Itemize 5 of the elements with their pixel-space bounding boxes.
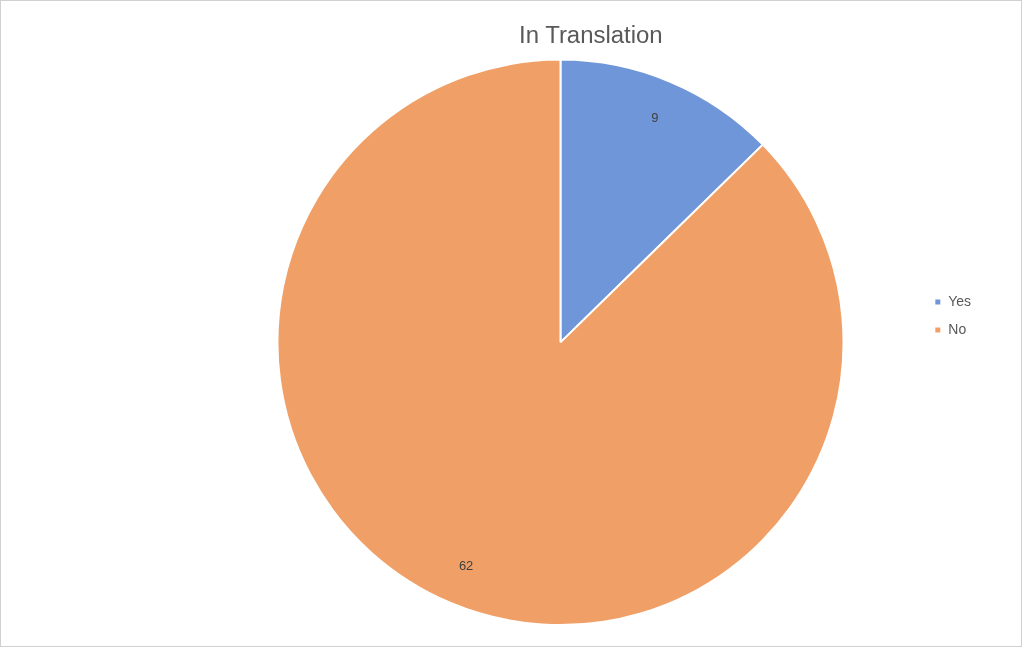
data-label: 9 [651, 109, 659, 125]
legend-label: No [948, 320, 967, 337]
legend-label: Yes [948, 292, 972, 309]
data-label: 62 [458, 558, 474, 574]
chart-title: In Translation [518, 20, 663, 48]
